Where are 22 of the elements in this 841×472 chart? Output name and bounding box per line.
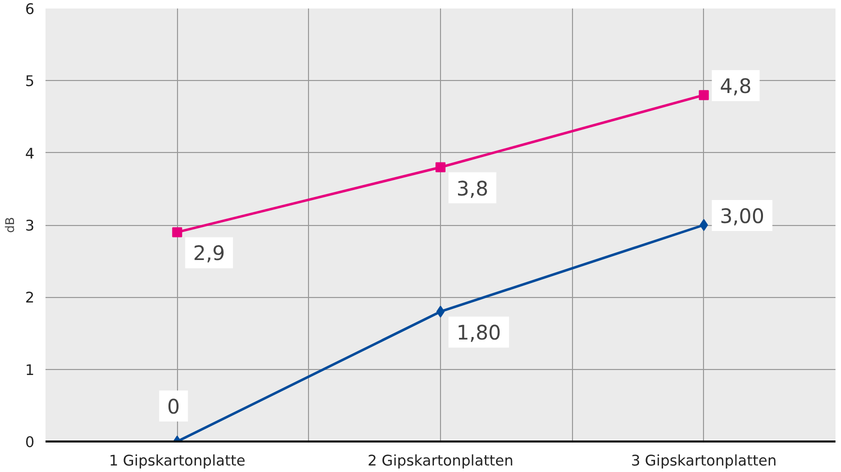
point — [436, 306, 445, 318]
data-label: 1,80 — [456, 320, 502, 345]
y-tick-label: 3 — [25, 218, 35, 234]
y-tick-label: 0 — [25, 434, 35, 451]
y-tick-label: 4 — [25, 145, 35, 162]
x-tick-label: 2 Gipskartonplatten — [368, 452, 514, 470]
point — [700, 219, 708, 231]
y-tick-label: 2 — [25, 290, 35, 307]
x-tick-label: 3 Gipskartonplatten — [630, 452, 777, 470]
point — [436, 162, 446, 172]
data-label: 2,9 — [193, 241, 225, 266]
data-label: 4,8 — [720, 74, 752, 98]
y-tick-label: 5 — [25, 73, 35, 90]
point — [172, 227, 182, 238]
y-tick-label: 6 — [25, 1, 35, 18]
point — [698, 90, 709, 100]
x-tick-label: 1 Gipskartonplatte — [108, 452, 246, 470]
y-tick-label: 1 — [25, 362, 35, 379]
data-label: 3,00 — [720, 204, 764, 228]
y-axis-title: dB — [3, 217, 18, 233]
data-label: 3,8 — [456, 176, 488, 200]
data-label: 0 — [167, 394, 180, 418]
